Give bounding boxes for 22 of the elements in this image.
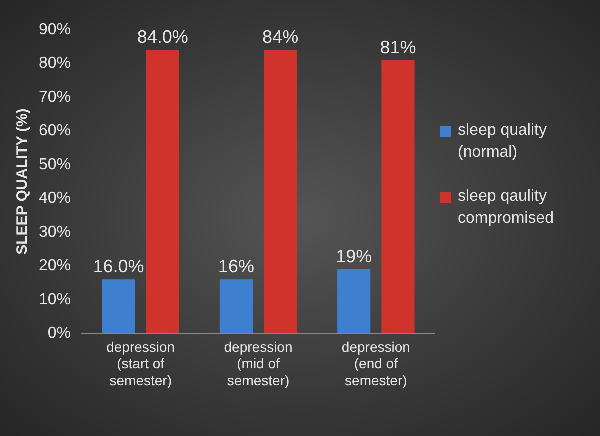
y-tick-label: 80% [38,55,72,72]
x-tick-label: depression (end of semester) [342,338,410,388]
y-tick-label: 30% [38,224,72,241]
data-label: 19% [336,246,372,266]
y-axis-title: SLEEP QUALITY (%) [14,108,32,255]
data-label: 16% [218,256,254,277]
data-label: 84% [262,27,299,48]
y-tick-label: 60% [38,122,72,140]
x-tick-label: depression (start of semester) [106,338,176,388]
y-tick-label: 10% [38,291,72,308]
y-tick-label: 90% [38,21,72,38]
legend-label: sleep quality (normal) [458,121,548,163]
legend-label: sleep qaulity compromised [458,187,556,229]
y-tick-label: 50% [38,156,72,174]
data-label: 84.0% [137,27,188,48]
x-tick-label: depression (mid of semester) [224,338,293,388]
y-tick-label: 20% [38,258,72,275]
data-label: 16.0% [93,256,144,277]
y-tick-label: 70% [38,88,72,106]
data-label: 81% [380,37,416,58]
y-tick-label: 0% [48,325,72,342]
y-tick-label: 40% [38,190,72,208]
